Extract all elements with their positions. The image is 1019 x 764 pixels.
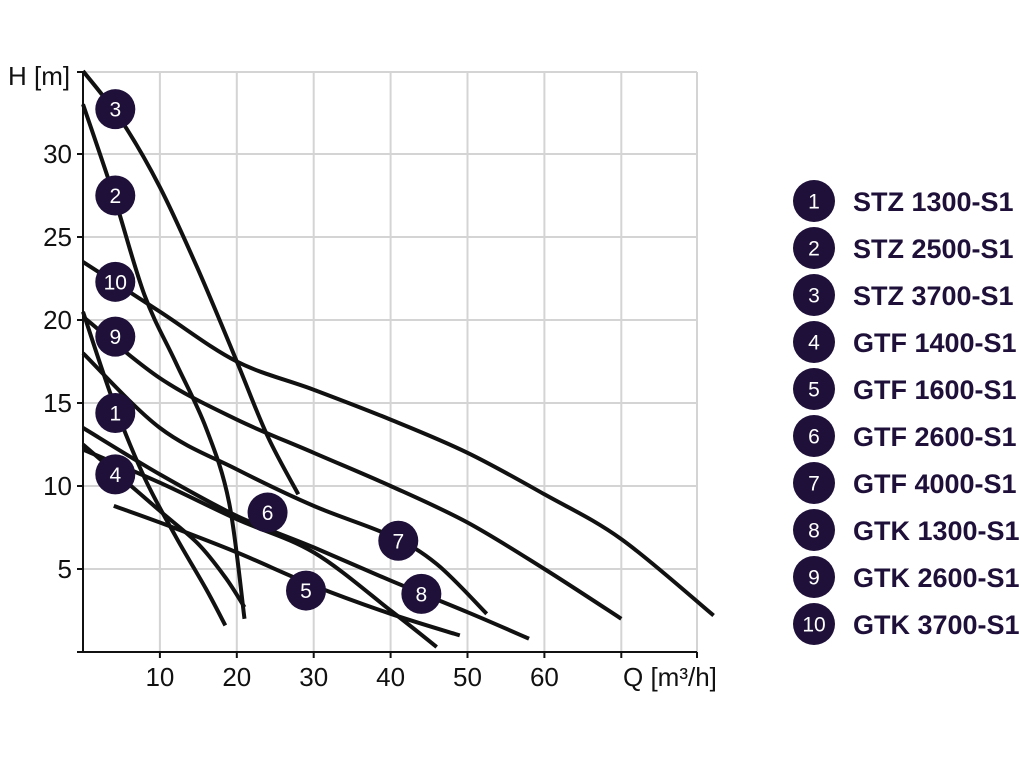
axes [77,71,698,658]
marker-circle [401,573,442,614]
marker-number: 5 [300,580,312,603]
marker-circle [286,570,327,611]
curve-marker-6: 6 [247,492,288,533]
x-tick-label: 40 [376,662,405,692]
legend-item-7: 7 GTF 4000-S1 [793,462,1017,504]
legend-marker-number: 3 [808,285,820,308]
x-tick-label: 30 [299,662,328,692]
curve-7 [81,351,489,616]
curve-marker-4: 4 [95,454,136,495]
curve-8 [81,426,530,641]
marker-number: 6 [262,502,274,525]
x-tick-label: 10 [145,662,174,692]
legend-item-4: 4 GTF 1400-S1 [793,321,1017,363]
legend-label: GTK 2600-S1 [853,563,1019,593]
legend-marker-number: 4 [808,332,820,355]
legend-marker-number: 1 [808,191,820,214]
grid [83,71,698,652]
legend: 1 STZ 1300-S1 2 STZ 2500-S1 3 STZ 3700-S1 4 GTF… [793,180,1019,645]
y-tick-label: 5 [58,554,72,584]
legend-label: STZ 3700-S1 [853,281,1014,311]
x-axis-title: Q [m³/h] [623,662,717,692]
curve-marker-3: 3 [95,89,136,130]
legend-marker-number: 6 [808,426,820,449]
curve-marker-10: 10 [95,261,136,302]
marker-number: 4 [109,464,121,487]
legend-marker [793,274,835,316]
marker-number: 10 [104,271,127,294]
legend-marker-number: 5 [808,379,820,402]
legend-label: GTF 1600-S1 [853,375,1017,405]
x-tick-label: 50 [453,662,482,692]
legend-item-8: 8 GTK 1300-S1 [793,509,1019,551]
y-tick-label: 10 [43,471,72,501]
legend-label: STZ 2500-S1 [853,234,1014,264]
marker-circle [95,454,136,495]
marker-circle [247,492,288,533]
legend-label: GTF 4000-S1 [853,469,1017,499]
marker-number: 9 [109,326,121,349]
marker-number: 3 [109,99,121,122]
marker-number: 7 [392,530,404,553]
marker-circle [95,89,136,130]
curve-marker-2: 2 [95,175,136,216]
marker-circle [95,175,136,216]
legend-marker [793,321,835,363]
curve-marker-7: 7 [378,520,419,561]
legend-marker [793,415,835,457]
y-tick-label: 25 [43,222,72,252]
legend-label: GTF 1400-S1 [853,328,1017,358]
legend-item-10: 10 GTK 3700-S1 [793,603,1019,645]
marker-circle [378,520,419,561]
x-tick-label: 20 [222,662,251,692]
legend-marker-number: 10 [802,614,825,637]
legend-item-1: 1 STZ 1300-S1 [793,180,1014,222]
curve-9 [81,315,623,621]
legend-marker [793,556,835,598]
legend-item-9: 9 GTK 2600-S1 [793,556,1019,598]
curve-marker-1: 1 [95,392,136,433]
curve-marker-9: 9 [95,316,136,357]
legend-item-5: 5 GTF 1600-S1 [793,368,1017,410]
legend-label: GTK 3700-S1 [853,610,1019,640]
marker-number: 8 [416,583,428,606]
legend-label: STZ 1300-S1 [853,187,1014,217]
y-tick-label: 20 [43,305,72,335]
legend-marker [793,180,835,222]
legend-marker-number: 8 [808,520,820,543]
legend-marker-number: 7 [808,473,820,496]
marker-circle [95,392,136,433]
curve-1 [81,311,228,627]
marker-number: 1 [109,402,121,425]
y-tick-label: 15 [43,388,72,418]
legend-marker [793,509,835,551]
curve-marker-5: 5 [286,570,327,611]
curve-10 [81,260,715,618]
legend-marker [793,368,835,410]
legend-marker [793,227,835,269]
legend-item-6: 6 GTF 2600-S1 [793,415,1017,457]
legend-marker [793,603,835,645]
y-tick-label: 30 [43,139,72,169]
marker-number: 2 [109,185,121,208]
legend-marker-number: 2 [808,238,820,261]
legend-label: GTF 2600-S1 [853,422,1017,452]
marker-circle [95,261,136,302]
curve-marker-8: 8 [401,573,442,614]
legend-item-3: 3 STZ 3700-S1 [793,274,1014,316]
marker-circle [95,316,136,357]
y-axis-title: H [m] [8,61,70,91]
curve-markers: 1 2 3 4 5 6 7 8 9 10 [95,89,442,614]
x-tick-label: 60 [530,662,559,692]
legend-item-2: 2 STZ 2500-S1 [793,227,1014,269]
legend-label: GTK 1300-S1 [853,516,1019,546]
legend-marker-number: 9 [808,567,820,590]
legend-marker [793,462,835,504]
